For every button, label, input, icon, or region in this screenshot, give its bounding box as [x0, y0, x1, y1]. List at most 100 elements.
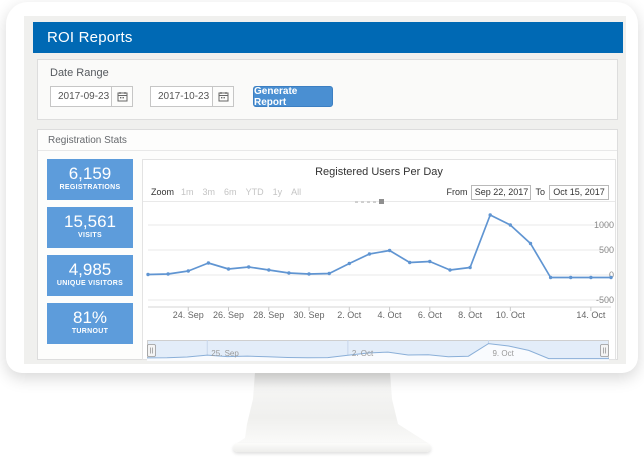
to-label: To — [535, 187, 545, 197]
navigator-line — [147, 343, 609, 360]
navigator-left-handle[interactable] — [147, 344, 156, 357]
stat-box: 15,561 VISITS — [47, 207, 133, 248]
stat-label: TURNOUT — [71, 328, 109, 335]
data-point — [267, 268, 271, 272]
data-point — [589, 275, 593, 280]
y-axis-label: 0 — [609, 270, 614, 280]
data-point — [166, 272, 170, 276]
stat-value: 81% — [72, 308, 108, 327]
zoom-button-ytd[interactable]: YTD — [245, 187, 264, 197]
data-point — [448, 268, 452, 272]
calendar-icon — [117, 92, 127, 102]
data-point — [226, 267, 231, 271]
scrollbar-grip-icon — [379, 199, 384, 204]
scrollbar-dash — [355, 200, 358, 203]
from-date-calendar-button[interactable] — [111, 87, 132, 106]
navigator-label: 9. Oct — [492, 349, 514, 358]
series-line — [147, 214, 612, 279]
data-point — [548, 275, 553, 280]
screen: ROI Reports Date Range 2017-09-23 — [24, 16, 626, 364]
zoom-button-all[interactable]: All — [291, 187, 302, 197]
zoom-button-1m[interactable]: 1m — [181, 187, 194, 197]
from-date-input[interactable]: 2017-09-23 — [58, 91, 110, 102]
to-date-calendar-button[interactable] — [212, 87, 233, 106]
data-point — [387, 248, 392, 253]
stat-value: 15,561 — [64, 212, 116, 231]
data-point — [307, 272, 311, 276]
x-axis-label: 10. Oct — [496, 310, 526, 320]
x-axis-label: 2. Oct — [337, 310, 362, 320]
stat-label: VISITS — [78, 232, 102, 239]
date-range-panel: Date Range 2017-09-23 — [37, 59, 618, 120]
stat-box: 6,159 REGISTRATIONS — [47, 159, 133, 200]
stat-box: 4,985 UNIQUE VISITORS — [47, 255, 133, 296]
y-axis-label: -500 — [596, 295, 614, 305]
stat-value: 4,985 — [68, 260, 112, 279]
data-point — [428, 259, 432, 264]
stats-panel-title: Registration Stats — [48, 135, 127, 146]
data-point — [186, 269, 190, 273]
stats-panel-header: Registration Stats — [38, 130, 617, 151]
date-range-label: Date Range — [50, 67, 109, 79]
x-axis-label: 8. Oct — [458, 310, 483, 320]
from-label: From — [446, 187, 468, 197]
navigator-label: 25. Sep — [211, 349, 239, 358]
x-axis-label: 4. Oct — [378, 310, 403, 320]
zoom-label: Zoom — [151, 187, 175, 197]
data-point — [408, 260, 412, 265]
from-date-input-group: 2017-09-23 — [50, 86, 133, 107]
range-to-input[interactable]: Oct 15, 2017 — [549, 184, 609, 200]
stat-label: UNIQUE VISITORS — [56, 280, 124, 287]
stat-label: REGISTRATIONS — [59, 184, 121, 191]
data-point — [327, 271, 331, 276]
chart-panel: Registered Users Per Day Zoom 1m 3m 6m YTD 1… — [142, 159, 616, 361]
range-inputs: From Sep 22, 2017 To Oct 15, 2017 — [446, 184, 609, 200]
data-point — [247, 265, 251, 269]
data-point — [569, 275, 573, 280]
data-point — [287, 271, 291, 275]
monitor-bezel: ROI Reports Date Range 2017-09-23 — [6, 2, 638, 373]
scrollbar-dash — [367, 200, 370, 203]
navigator-label: 2. Oct — [352, 349, 374, 358]
main-chart-plot: 1000 500 0 -500 24. Sep 26. Sep 28. Sep 30. Sep… — [146, 213, 614, 320]
chart-navigator[interactable]: 25. Sep 2. Oct 9. Oct — [147, 340, 609, 361]
monitor-stand-base — [233, 443, 431, 452]
y-axis-label: 500 — [599, 245, 614, 255]
monitor-stand-neck — [237, 372, 428, 446]
zoom-button-3m[interactable]: 3m — [202, 187, 216, 197]
zoom-button-6m[interactable]: 6m — [224, 187, 237, 197]
data-point — [206, 261, 211, 265]
zoom-button-1y[interactable]: 1y — [272, 187, 283, 197]
data-point — [508, 223, 512, 227]
zoom-button-group: Zoom 1m 3m 6m YTD 1y All — [151, 187, 310, 197]
scrollbar-dash — [361, 200, 364, 203]
chart-scrollbar-handle[interactable] — [355, 198, 384, 205]
to-date-input-group: 2017-10-23 — [150, 86, 234, 107]
x-axis-label: 28. Sep — [253, 310, 284, 320]
range-from-input[interactable]: Sep 22, 2017 — [471, 184, 532, 200]
stat-value: 6,159 — [68, 164, 112, 183]
x-axis-label: 6. Oct — [418, 310, 443, 320]
page-title: ROI Reports — [47, 29, 133, 46]
app-header: ROI Reports — [33, 22, 623, 53]
data-point — [347, 261, 351, 266]
data-point — [528, 241, 533, 246]
navigator-right-handle[interactable] — [600, 344, 609, 357]
to-date-input[interactable]: 2017-10-23 — [158, 91, 210, 102]
data-point — [488, 213, 492, 217]
x-axis-label: 26. Sep — [213, 310, 244, 320]
data-point — [367, 252, 372, 256]
calendar-icon — [218, 92, 228, 102]
y-axis-label: 1000 — [594, 220, 614, 230]
x-axis-label: 24. Sep — [173, 310, 204, 320]
x-axis-label: 14. Oct — [576, 310, 606, 320]
scrollbar-dash — [373, 200, 376, 203]
data-point — [468, 265, 472, 270]
generate-report-button[interactable]: Generate Report — [253, 86, 333, 108]
stat-box: 81% TURNOUT — [47, 303, 133, 344]
chart-range-row: Zoom 1m 3m 6m YTD 1y All From Sep 22, 2017 To… — [151, 184, 609, 200]
x-axis-label: 30. Sep — [294, 310, 325, 320]
data-point — [146, 272, 150, 277]
data-point — [609, 275, 613, 280]
